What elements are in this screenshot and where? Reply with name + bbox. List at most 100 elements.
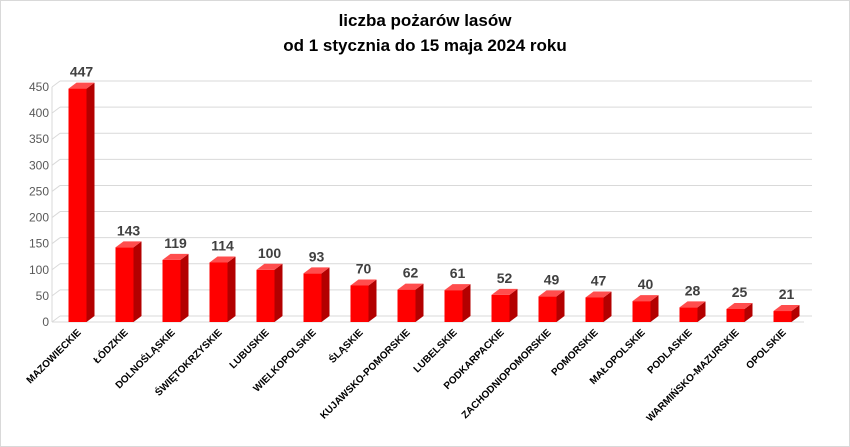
bar-side bbox=[462, 284, 471, 322]
bar bbox=[679, 301, 706, 322]
bar-front bbox=[256, 269, 275, 322]
bar-top bbox=[350, 279, 377, 286]
bar-top bbox=[632, 295, 659, 302]
bar-front bbox=[303, 273, 322, 322]
bar-side bbox=[274, 263, 283, 322]
bar-front bbox=[397, 289, 416, 322]
bar-side bbox=[368, 279, 377, 322]
bar bbox=[162, 253, 189, 322]
bar-top bbox=[585, 291, 612, 298]
bar-top bbox=[397, 283, 424, 290]
bar-front bbox=[68, 88, 87, 322]
bar bbox=[585, 291, 612, 322]
bar bbox=[303, 267, 330, 322]
bar-side bbox=[791, 305, 800, 322]
bar-side bbox=[86, 82, 95, 322]
y-tick-label: 350 bbox=[29, 132, 49, 146]
bar bbox=[209, 256, 236, 322]
bar-top bbox=[726, 302, 753, 309]
data-label: 447 bbox=[70, 64, 94, 80]
y-tick-label: 300 bbox=[29, 158, 49, 172]
data-label: 93 bbox=[309, 248, 325, 264]
gridline-depth bbox=[51, 315, 61, 323]
bar-front bbox=[726, 308, 745, 322]
bar-front bbox=[350, 285, 369, 322]
bar-front bbox=[538, 296, 557, 322]
bar-top bbox=[115, 241, 142, 248]
gridline-depth bbox=[51, 211, 61, 218]
bar-front bbox=[679, 307, 698, 322]
gridline-depth bbox=[51, 106, 61, 114]
data-label: 119 bbox=[164, 235, 187, 251]
bar-top bbox=[773, 305, 800, 312]
bar-front bbox=[115, 247, 134, 322]
data-label: 114 bbox=[211, 237, 234, 253]
data-label: 47 bbox=[591, 272, 607, 288]
data-label: 25 bbox=[732, 284, 748, 300]
bar-side bbox=[509, 288, 518, 322]
bar-top bbox=[68, 82, 95, 89]
data-label: 52 bbox=[497, 270, 513, 286]
bar-front bbox=[162, 259, 181, 322]
gridline-depth bbox=[51, 263, 61, 271]
bar bbox=[115, 241, 142, 322]
bar bbox=[397, 283, 424, 322]
bar bbox=[773, 305, 800, 322]
bar-side bbox=[415, 283, 424, 322]
gridline-depth bbox=[51, 132, 61, 140]
bar-front bbox=[209, 262, 228, 322]
y-tick-label: 200 bbox=[29, 211, 49, 225]
bar-side bbox=[603, 291, 612, 322]
x-tick-label: LUBUSKIE bbox=[228, 327, 272, 371]
bar-top bbox=[679, 301, 706, 308]
y-tick-label: 150 bbox=[29, 237, 49, 251]
x-tick-label: PODLASKIE bbox=[646, 327, 695, 376]
bar-top bbox=[491, 288, 518, 295]
bar-front bbox=[773, 311, 792, 322]
x-tick-label: LUBELSKIE bbox=[412, 327, 460, 375]
bar-side bbox=[133, 241, 142, 322]
data-label: 28 bbox=[685, 282, 701, 298]
data-label: 62 bbox=[403, 265, 419, 281]
y-tick-label: 450 bbox=[29, 80, 49, 94]
bar-side bbox=[744, 302, 753, 322]
bar-front bbox=[444, 290, 463, 322]
data-label: 70 bbox=[356, 260, 372, 276]
data-label: 21 bbox=[779, 286, 795, 302]
y-tick-label: 250 bbox=[29, 184, 49, 198]
y-tick-label: 0 bbox=[42, 315, 49, 329]
bar-side bbox=[227, 256, 236, 322]
bar-front bbox=[585, 297, 604, 322]
x-tick-label: MAZOWIECKIE bbox=[25, 327, 84, 386]
gridline-depth bbox=[51, 80, 61, 88]
x-tick-label: ZACHODNIOPOMORSKIE bbox=[460, 327, 554, 421]
chart-title: liczba pożarów lasów bbox=[338, 11, 512, 30]
bar bbox=[444, 284, 471, 322]
chart-subtitle: od 1 stycznia do 15 maja 2024 roku bbox=[283, 36, 567, 55]
x-tick-label: KUJAWSKO-POMORSKIE bbox=[318, 327, 412, 421]
bar bbox=[726, 302, 753, 322]
y-tick-label: 400 bbox=[29, 106, 49, 120]
data-label: 61 bbox=[450, 265, 466, 281]
bar-side bbox=[556, 290, 565, 322]
data-label: 143 bbox=[117, 222, 141, 238]
bar-top bbox=[209, 256, 236, 263]
bar bbox=[538, 290, 565, 322]
bar bbox=[632, 295, 659, 322]
bar bbox=[68, 82, 95, 322]
x-tick-label: ŁÓDZKIE bbox=[90, 326, 130, 366]
gridline-depth bbox=[51, 289, 61, 297]
gridline-depth bbox=[51, 237, 61, 245]
gridline-depth bbox=[51, 158, 61, 166]
gridline-depth bbox=[51, 185, 61, 192]
bar-top bbox=[303, 267, 330, 274]
y-tick-label: 100 bbox=[29, 263, 49, 277]
bar-side bbox=[180, 253, 189, 322]
x-tick-label: OPOLSKIE bbox=[744, 327, 789, 372]
bar-side bbox=[697, 301, 706, 322]
bar-front bbox=[632, 301, 651, 322]
data-label: 100 bbox=[258, 245, 282, 261]
bar-top bbox=[162, 253, 189, 260]
